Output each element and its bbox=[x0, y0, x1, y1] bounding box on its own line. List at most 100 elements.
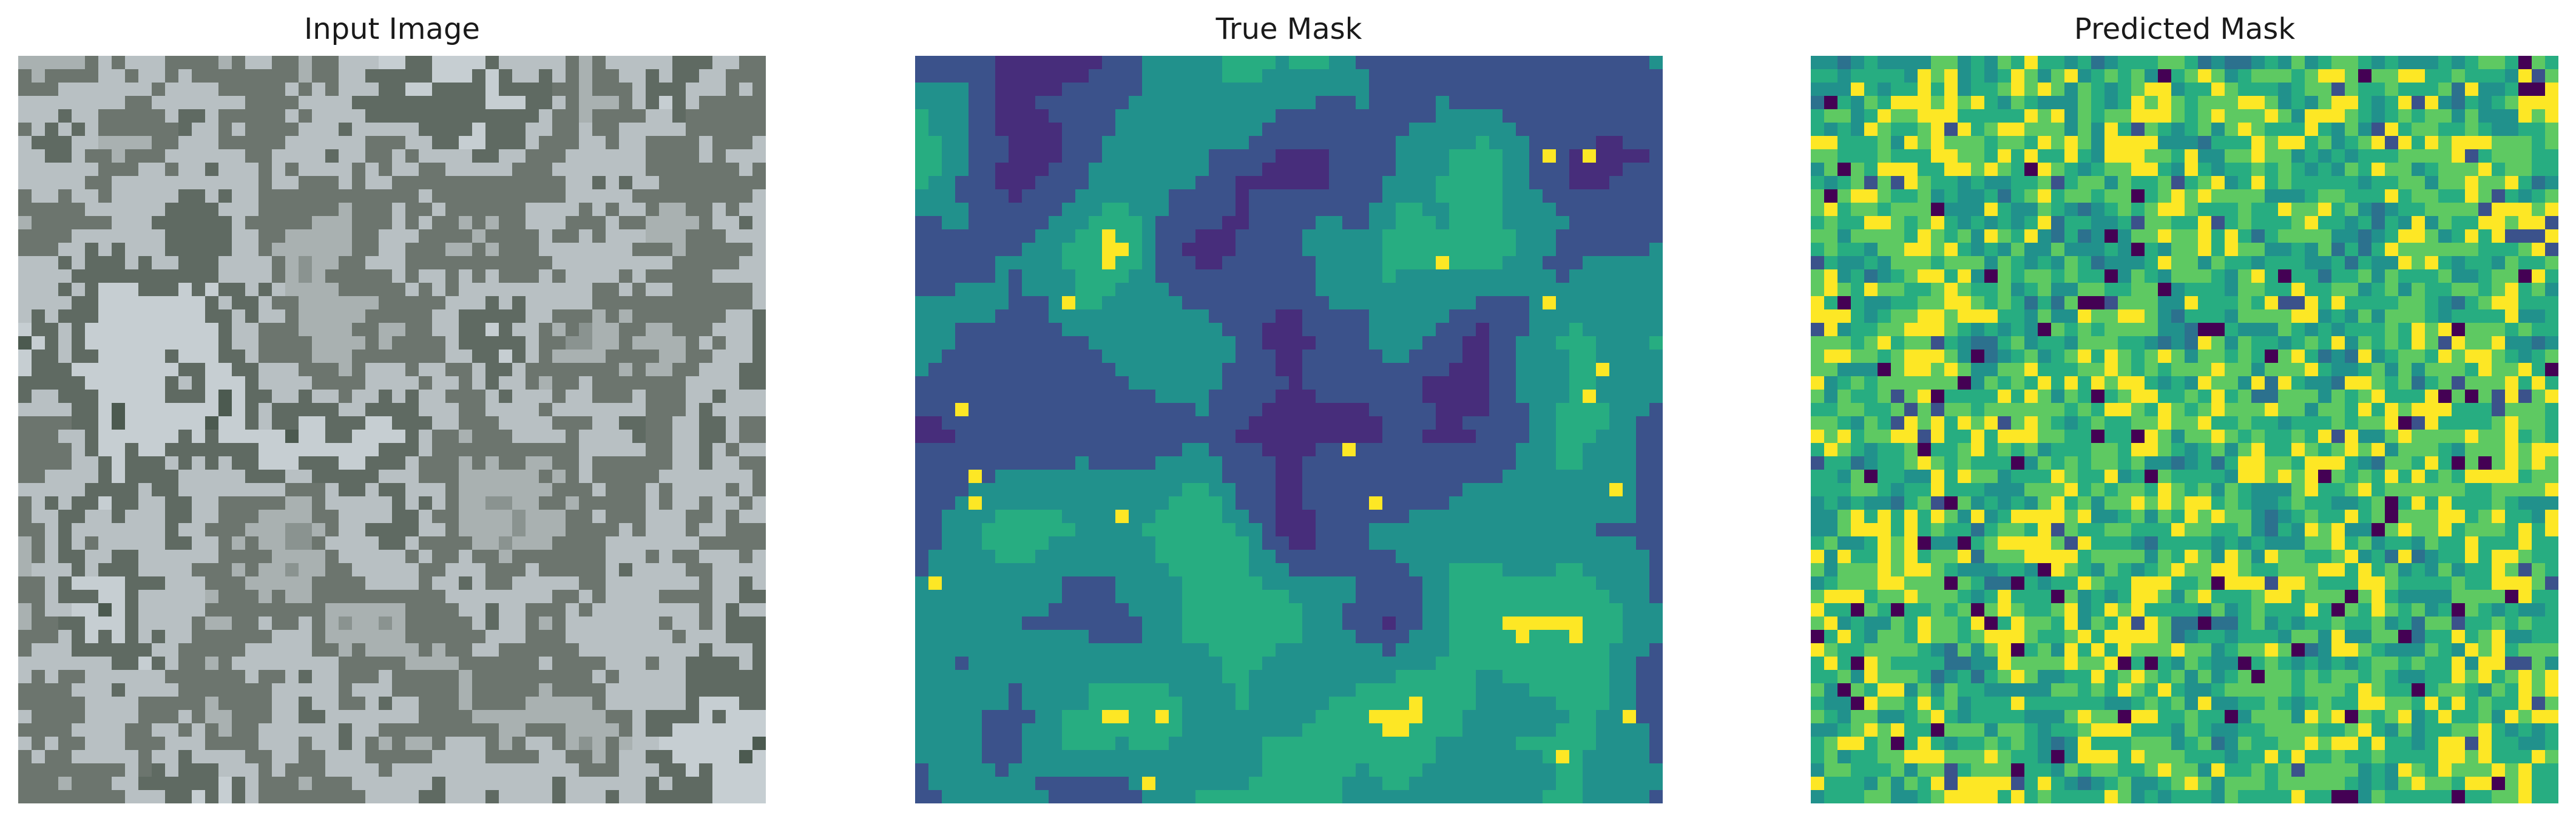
pixel-cell bbox=[632, 790, 646, 803]
pixel-cell bbox=[125, 697, 139, 711]
pixel-cell bbox=[379, 376, 393, 390]
pixel-cell bbox=[445, 189, 459, 203]
pixel-cell bbox=[138, 283, 152, 297]
pixel-cell bbox=[1396, 109, 1410, 123]
pixel-cell bbox=[526, 403, 539, 417]
pixel-cell bbox=[405, 470, 419, 484]
pixel-cell bbox=[459, 96, 473, 110]
pixel-cell bbox=[392, 737, 406, 751]
pixel-cell bbox=[539, 563, 553, 577]
pixel-cell bbox=[969, 269, 982, 283]
pixel-cell bbox=[365, 603, 379, 617]
pixel-cell bbox=[485, 83, 499, 96]
pixel-cell bbox=[325, 376, 339, 390]
pixel-cell bbox=[192, 136, 206, 150]
pixel-cell bbox=[1516, 189, 1530, 203]
pixel-cell bbox=[619, 683, 633, 697]
pixel-cell bbox=[405, 203, 419, 217]
pixel-cell bbox=[379, 163, 393, 177]
pixel-cell bbox=[259, 430, 272, 444]
pixel-cell bbox=[1262, 123, 1276, 137]
pixel-cell bbox=[1049, 229, 1063, 243]
pixel-cell bbox=[205, 403, 219, 417]
pixel-cell bbox=[606, 203, 620, 217]
pixel-cell bbox=[1636, 149, 1650, 163]
pixel-cell bbox=[339, 203, 353, 217]
pixel-cell bbox=[1596, 256, 1610, 270]
pixel-cell bbox=[1062, 136, 1076, 150]
pixel-cell bbox=[499, 790, 513, 803]
pixel-cell bbox=[325, 363, 339, 377]
pixel-cell bbox=[1195, 430, 1209, 444]
pixel-cell bbox=[1155, 309, 1169, 323]
pixel-cell bbox=[1102, 363, 1116, 377]
pixel-cell bbox=[1089, 96, 1103, 110]
pixel-cell bbox=[566, 443, 580, 457]
pixel-cell bbox=[632, 350, 646, 363]
pixel-cell bbox=[32, 483, 46, 497]
pixel-cell bbox=[699, 483, 713, 497]
pixel-cell bbox=[419, 670, 433, 684]
pixel-cell bbox=[619, 737, 633, 751]
pixel-cell bbox=[955, 336, 969, 350]
pixel-cell bbox=[552, 697, 566, 711]
pixel-cell bbox=[1489, 69, 1503, 83]
pixel-cell bbox=[432, 403, 446, 417]
pixel-cell bbox=[1382, 136, 1396, 150]
pixel-cell bbox=[339, 576, 353, 590]
pixel-cell bbox=[18, 336, 32, 350]
pixel-cell bbox=[512, 69, 526, 83]
pixel-cell bbox=[915, 83, 929, 96]
pixel-cell bbox=[325, 323, 339, 337]
pixel-cell bbox=[526, 123, 539, 137]
pixel-cell bbox=[379, 69, 393, 83]
pixel-cell bbox=[459, 376, 473, 390]
pixel-cell bbox=[566, 790, 580, 803]
pixel-cell bbox=[1396, 176, 1410, 190]
pixel-cell bbox=[392, 283, 406, 297]
pixel-cell bbox=[1476, 243, 1490, 257]
pixel-cell bbox=[1396, 229, 1410, 243]
pixel-cell bbox=[726, 496, 740, 510]
pixel-cell bbox=[352, 750, 366, 764]
pixel-cell bbox=[1009, 229, 1023, 243]
pixel-cell bbox=[339, 309, 353, 323]
pixel-cell bbox=[165, 189, 179, 203]
pixel-cell bbox=[459, 563, 473, 577]
pixel-cell bbox=[726, 229, 740, 243]
pixel-cell bbox=[112, 390, 126, 404]
pixel-cell bbox=[192, 83, 206, 96]
pixel-cell bbox=[138, 576, 152, 590]
pixel-cell bbox=[726, 203, 740, 217]
pixel-cell bbox=[1342, 243, 1356, 257]
pixel-cell bbox=[432, 350, 446, 363]
pixel-cell bbox=[152, 376, 166, 390]
pixel-cell bbox=[485, 69, 499, 83]
pixel-cell bbox=[325, 269, 339, 283]
pixel-cell bbox=[192, 323, 206, 337]
pixel-cell bbox=[379, 216, 393, 230]
pixel-cell bbox=[942, 309, 956, 323]
pixel-cell bbox=[432, 750, 446, 764]
pixel-cell bbox=[699, 643, 713, 657]
pixel-cell bbox=[752, 416, 766, 430]
pixel-cell bbox=[1489, 96, 1503, 110]
pixel-cell bbox=[205, 563, 219, 577]
pixel-cell bbox=[72, 229, 86, 243]
pixel-cell bbox=[726, 737, 740, 751]
pixel-cell bbox=[712, 550, 726, 564]
pixel-cell bbox=[472, 617, 486, 630]
pixel-cell bbox=[1569, 390, 1583, 404]
pixel-cell bbox=[112, 590, 126, 604]
pixel-cell bbox=[526, 523, 539, 537]
pixel-cell bbox=[1356, 376, 1370, 390]
pixel-cell bbox=[646, 69, 660, 83]
pixel-cell bbox=[928, 483, 942, 497]
pixel-cell bbox=[699, 96, 713, 110]
pixel-cell bbox=[646, 483, 660, 497]
pixel-cell bbox=[1209, 269, 1223, 283]
pixel-cell bbox=[445, 723, 459, 737]
pixel-cell bbox=[1316, 416, 1330, 430]
pixel-cell bbox=[499, 630, 513, 644]
pixel-cell bbox=[245, 323, 259, 337]
